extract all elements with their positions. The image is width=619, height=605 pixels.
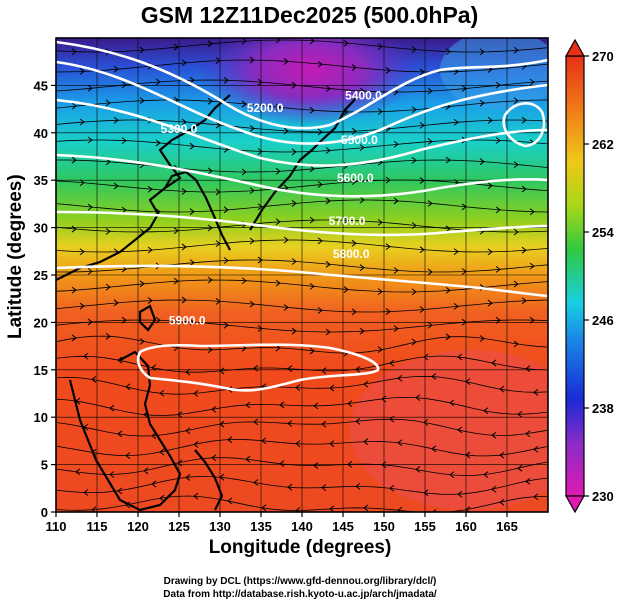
- y-tick-label: 45: [34, 78, 48, 93]
- colorbar-body: [565, 55, 585, 497]
- colorbar-tick-label: 238: [592, 401, 614, 416]
- x-tick-label: 110: [46, 519, 67, 534]
- streamlines: [56, 38, 548, 512]
- y-tick-label: 0: [41, 505, 48, 520]
- x-tick-label: 115: [87, 519, 108, 534]
- x-axis-label: Longitude (degrees): [208, 537, 392, 558]
- contour-label: 5200.0: [247, 101, 284, 115]
- x-tick-label: 140: [291, 519, 313, 534]
- x-tick-label: 125: [168, 519, 190, 534]
- y-tick-label: 35: [34, 173, 48, 188]
- x-tick-label: 160: [455, 519, 477, 534]
- contour-label: 5500.0: [341, 133, 378, 147]
- y-axis-label: Latitude (degrees): [5, 174, 26, 339]
- x-tick-label: 155: [414, 519, 436, 534]
- x-tick-label: 165: [496, 519, 518, 534]
- plot-title: GSM 12Z11Dec2025 (500.0hPa): [140, 2, 479, 28]
- contour-labels: 5200.0 5300.0 5400.0 5500.0 5600.0 5700.0 5800…: [161, 89, 383, 328]
- latitude-ticks: 0 5 10 15 20 25 30 35 40 45: [34, 78, 56, 520]
- longitude-ticks: 110 115 120 125 130 135 140 145 150 155 160 165: [46, 512, 518, 534]
- colorbar-tick-label: 246: [592, 313, 614, 328]
- colorbar-tick-label: 230: [592, 489, 614, 504]
- contour-label: 5600.0: [337, 171, 374, 185]
- contour-label: 5900.0: [169, 313, 206, 327]
- x-tick-label: 135: [250, 519, 272, 534]
- y-tick-label: 10: [34, 410, 48, 425]
- y-tick-label: 25: [34, 268, 48, 283]
- y-tick-label: 5: [41, 458, 48, 473]
- credit-data: Data from http://database.rish.kyoto-u.a…: [163, 589, 437, 600]
- colorbar: 230 238 246 254 262 270: [564, 38, 614, 514]
- colorbar-min-arrow: [564, 495, 586, 514]
- y-tick-label: 15: [34, 363, 48, 378]
- y-tick-label: 20: [34, 315, 48, 330]
- y-tick-label: 30: [34, 221, 48, 236]
- colorbar-tick-label: 254: [592, 225, 614, 240]
- contour-label: 5300.0: [161, 122, 198, 136]
- credit-drawing: Drawing by DCL (https://www.gfd-dennou.o…: [163, 576, 437, 587]
- x-tick-label: 130: [209, 519, 231, 534]
- contour-label: 5400.0: [345, 89, 382, 103]
- colorbar-tick-label: 262: [592, 137, 614, 152]
- height-contours: [56, 40, 548, 392]
- x-tick-label: 120: [127, 519, 149, 534]
- colorbar-max-arrow: [564, 38, 586, 57]
- x-tick-label: 145: [332, 519, 354, 534]
- y-tick-label: 40: [34, 126, 48, 141]
- contour-label: 5800.0: [333, 247, 370, 261]
- colorbar-tick-label: 270: [592, 49, 614, 64]
- contour-label: 5700.0: [329, 214, 366, 228]
- colorbar-ticks: 230 238 246 254 262 270: [584, 49, 614, 504]
- x-tick-label: 150: [373, 519, 395, 534]
